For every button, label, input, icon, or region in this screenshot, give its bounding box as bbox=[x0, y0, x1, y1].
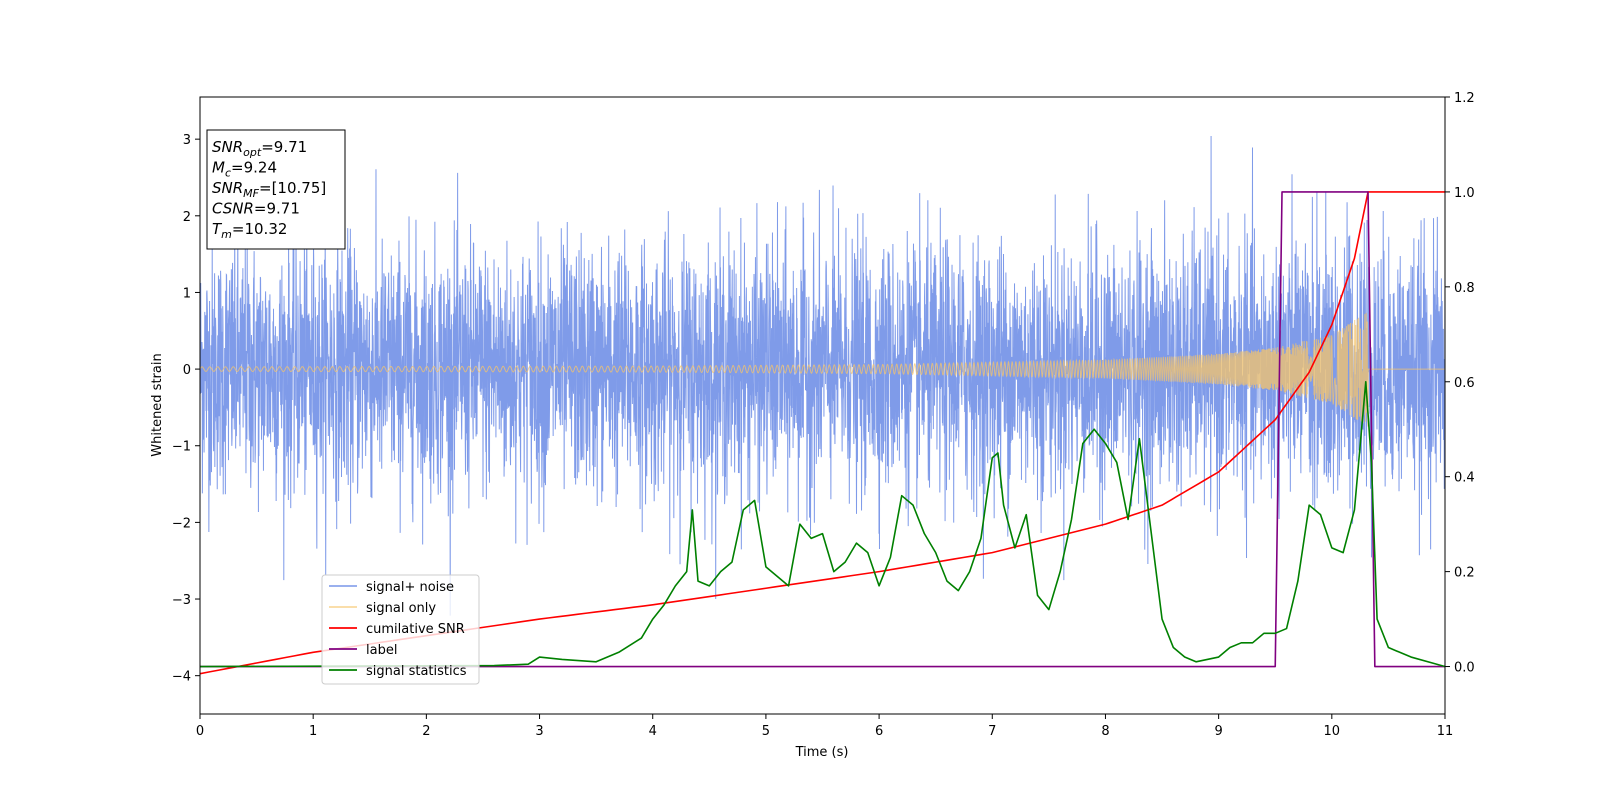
y-left-tick-label: −3 bbox=[172, 593, 191, 608]
y-axis-title: Whitened strain bbox=[150, 353, 165, 456]
y-right-tick-label: 0.2 bbox=[1454, 566, 1475, 581]
x-tick-label: 7 bbox=[988, 724, 996, 739]
info-box-line: SNRopt=9.71 bbox=[212, 138, 307, 159]
info-box: SNRopt=9.71Mc=9.24SNRMF=[10.75]CSNR=9.71… bbox=[206, 129, 346, 250]
y-left-tick-label: −2 bbox=[172, 516, 191, 531]
y-right-tick-label: 0.0 bbox=[1454, 661, 1475, 676]
legend-label: cumilative SNR bbox=[366, 622, 465, 637]
x-tick-label: 5 bbox=[762, 724, 770, 739]
info-box-line: Tm=10.32 bbox=[212, 220, 287, 241]
x-tick-label: 2 bbox=[422, 724, 430, 739]
x-tick-label: 4 bbox=[649, 724, 657, 739]
x-tick-label: 10 bbox=[1324, 724, 1341, 739]
x-tick-label: 1 bbox=[309, 724, 317, 739]
x-tick-label: 9 bbox=[1214, 724, 1222, 739]
legend-frame bbox=[321, 574, 480, 685]
y-left-tick-label: −4 bbox=[172, 670, 191, 685]
legend-label: signal statistics bbox=[366, 664, 467, 679]
info-box-line: SNRMF=[10.75] bbox=[212, 179, 326, 200]
series-line-signal-statistics bbox=[200, 380, 1445, 668]
x-tick-label: 0 bbox=[196, 724, 204, 739]
y-left-tick-label: −1 bbox=[172, 440, 191, 455]
series-line-signal-only bbox=[200, 312, 1445, 427]
y-right-tick-label: 1.2 bbox=[1454, 91, 1475, 106]
y-right-tick-label: 0.4 bbox=[1454, 471, 1475, 486]
y-left-tick-label: 2 bbox=[183, 210, 191, 225]
legend-label: signal only bbox=[366, 601, 436, 616]
series-line-label bbox=[200, 191, 1445, 668]
y-right-tick-label: 1.0 bbox=[1454, 186, 1475, 201]
x-tick-label: 8 bbox=[1101, 724, 1109, 739]
y-left-tick-label: 3 bbox=[183, 133, 191, 148]
y-left-tick-label: 1 bbox=[183, 286, 191, 301]
series-line-cumilative-snr bbox=[200, 191, 1445, 675]
info-box-frame bbox=[206, 129, 346, 250]
plot-frame bbox=[199, 96, 1446, 715]
y-right-tick-label: 0.8 bbox=[1454, 281, 1475, 296]
x-tick-label: 6 bbox=[875, 724, 883, 739]
legend-label: signal+ noise bbox=[366, 580, 454, 595]
y-left-tick-label: 0 bbox=[183, 363, 191, 378]
x-axis-title: Time (s) bbox=[795, 745, 849, 760]
series-layer bbox=[200, 136, 1445, 675]
y-right-tick-label: 0.6 bbox=[1454, 376, 1475, 391]
ticks-layer: 0 1 2 3 4 5 6 7 8 9 10 11 −4 −3 −2 −1 0 1 2 3 0.0 0.2 0.4 0.6 0.… bbox=[172, 91, 1475, 739]
legend-label: label bbox=[366, 643, 397, 658]
x-tick-label: 3 bbox=[535, 724, 543, 739]
x-tick-label: 11 bbox=[1437, 724, 1454, 739]
info-box-line: Mc=9.24 bbox=[212, 159, 277, 180]
info-box-line: CSNR=9.71 bbox=[212, 200, 300, 218]
legend: signal+ noise signal only cumilative SNR la… bbox=[321, 574, 480, 685]
